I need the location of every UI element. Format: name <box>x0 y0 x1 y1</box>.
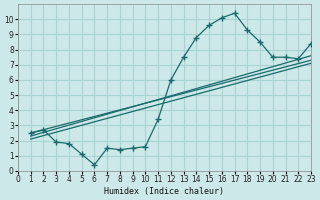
X-axis label: Humidex (Indice chaleur): Humidex (Indice chaleur) <box>105 187 225 196</box>
